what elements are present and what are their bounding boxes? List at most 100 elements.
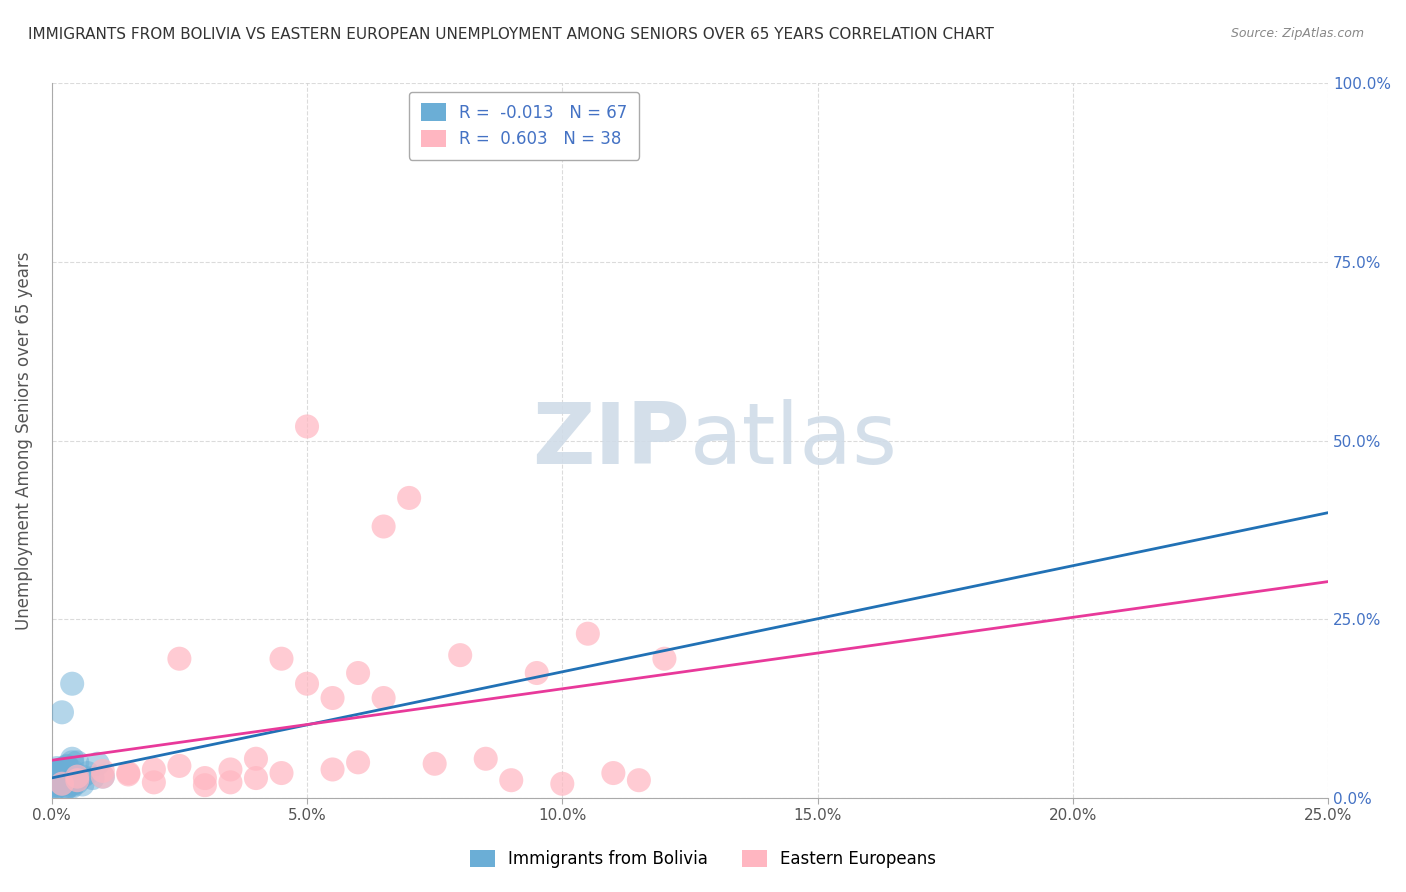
- Point: [576, 626, 599, 640]
- Point: [76, 766, 98, 780]
- Point: [322, 763, 344, 777]
- Point: [51, 764, 73, 778]
- Point: [51, 773, 73, 788]
- Point: [51, 777, 73, 791]
- Legend: Immigrants from Bolivia, Eastern Europeans: Immigrants from Bolivia, Eastern Europea…: [464, 843, 942, 875]
- Point: [194, 778, 217, 792]
- Point: [91, 764, 114, 778]
- Point: [51, 775, 73, 789]
- Point: [142, 775, 165, 789]
- Point: [169, 759, 191, 773]
- Point: [295, 419, 318, 434]
- Point: [51, 766, 73, 780]
- Point: [270, 766, 292, 780]
- Point: [56, 764, 79, 778]
- Point: [51, 767, 73, 781]
- Point: [60, 778, 83, 792]
- Point: [45, 778, 67, 792]
- Point: [51, 767, 73, 781]
- Point: [66, 775, 89, 789]
- Point: [56, 780, 79, 795]
- Point: [45, 764, 67, 778]
- Point: [373, 519, 395, 533]
- Point: [51, 773, 73, 788]
- Text: IMMIGRANTS FROM BOLIVIA VS EASTERN EUROPEAN UNEMPLOYMENT AMONG SENIORS OVER 65 Y: IMMIGRANTS FROM BOLIVIA VS EASTERN EUROP…: [28, 27, 994, 42]
- Point: [56, 761, 79, 775]
- Point: [56, 766, 79, 780]
- Point: [56, 768, 79, 782]
- Point: [66, 770, 89, 784]
- Y-axis label: Unemployment Among Seniors over 65 years: Unemployment Among Seniors over 65 years: [15, 252, 32, 630]
- Point: [501, 773, 523, 788]
- Point: [91, 770, 114, 784]
- Point: [45, 778, 67, 792]
- Point: [86, 756, 108, 771]
- Point: [56, 759, 79, 773]
- Point: [60, 777, 83, 791]
- Point: [51, 763, 73, 777]
- Point: [56, 759, 79, 773]
- Point: [45, 768, 67, 782]
- Point: [270, 651, 292, 665]
- Point: [322, 691, 344, 706]
- Point: [56, 766, 79, 780]
- Point: [56, 764, 79, 779]
- Point: [142, 763, 165, 777]
- Point: [56, 775, 79, 789]
- Text: ZIP: ZIP: [533, 400, 690, 483]
- Point: [347, 665, 370, 680]
- Point: [51, 706, 73, 720]
- Point: [551, 777, 574, 791]
- Point: [45, 778, 67, 792]
- Point: [45, 775, 67, 789]
- Point: [66, 756, 89, 770]
- Point: [45, 773, 67, 788]
- Point: [347, 756, 370, 770]
- Point: [60, 756, 83, 770]
- Point: [51, 772, 73, 787]
- Point: [526, 665, 548, 680]
- Point: [45, 773, 67, 788]
- Point: [602, 766, 624, 780]
- Point: [474, 752, 496, 766]
- Point: [66, 772, 89, 786]
- Point: [51, 777, 73, 791]
- Point: [51, 774, 73, 789]
- Legend: R =  -0.013   N = 67, R =  0.603   N = 38: R = -0.013 N = 67, R = 0.603 N = 38: [409, 92, 638, 160]
- Point: [117, 766, 139, 780]
- Point: [169, 651, 191, 665]
- Point: [45, 770, 67, 784]
- Point: [219, 775, 242, 789]
- Point: [60, 780, 83, 794]
- Point: [194, 771, 217, 785]
- Point: [60, 752, 83, 766]
- Text: atlas: atlas: [690, 400, 898, 483]
- Point: [45, 780, 67, 794]
- Point: [82, 771, 104, 785]
- Point: [51, 777, 73, 791]
- Point: [45, 769, 67, 783]
- Point: [45, 761, 67, 775]
- Point: [51, 766, 73, 780]
- Point: [60, 764, 83, 778]
- Point: [627, 773, 650, 788]
- Point: [51, 762, 73, 776]
- Point: [654, 651, 676, 665]
- Point: [72, 777, 94, 791]
- Point: [373, 691, 395, 706]
- Point: [91, 770, 114, 784]
- Point: [51, 771, 73, 785]
- Point: [219, 763, 242, 777]
- Point: [295, 677, 318, 691]
- Point: [398, 491, 420, 505]
- Point: [60, 677, 83, 691]
- Point: [56, 771, 79, 785]
- Point: [449, 648, 471, 662]
- Point: [72, 770, 94, 784]
- Point: [45, 777, 67, 791]
- Point: [45, 780, 67, 795]
- Point: [245, 771, 267, 785]
- Point: [117, 767, 139, 781]
- Point: [51, 763, 73, 777]
- Point: [66, 773, 89, 788]
